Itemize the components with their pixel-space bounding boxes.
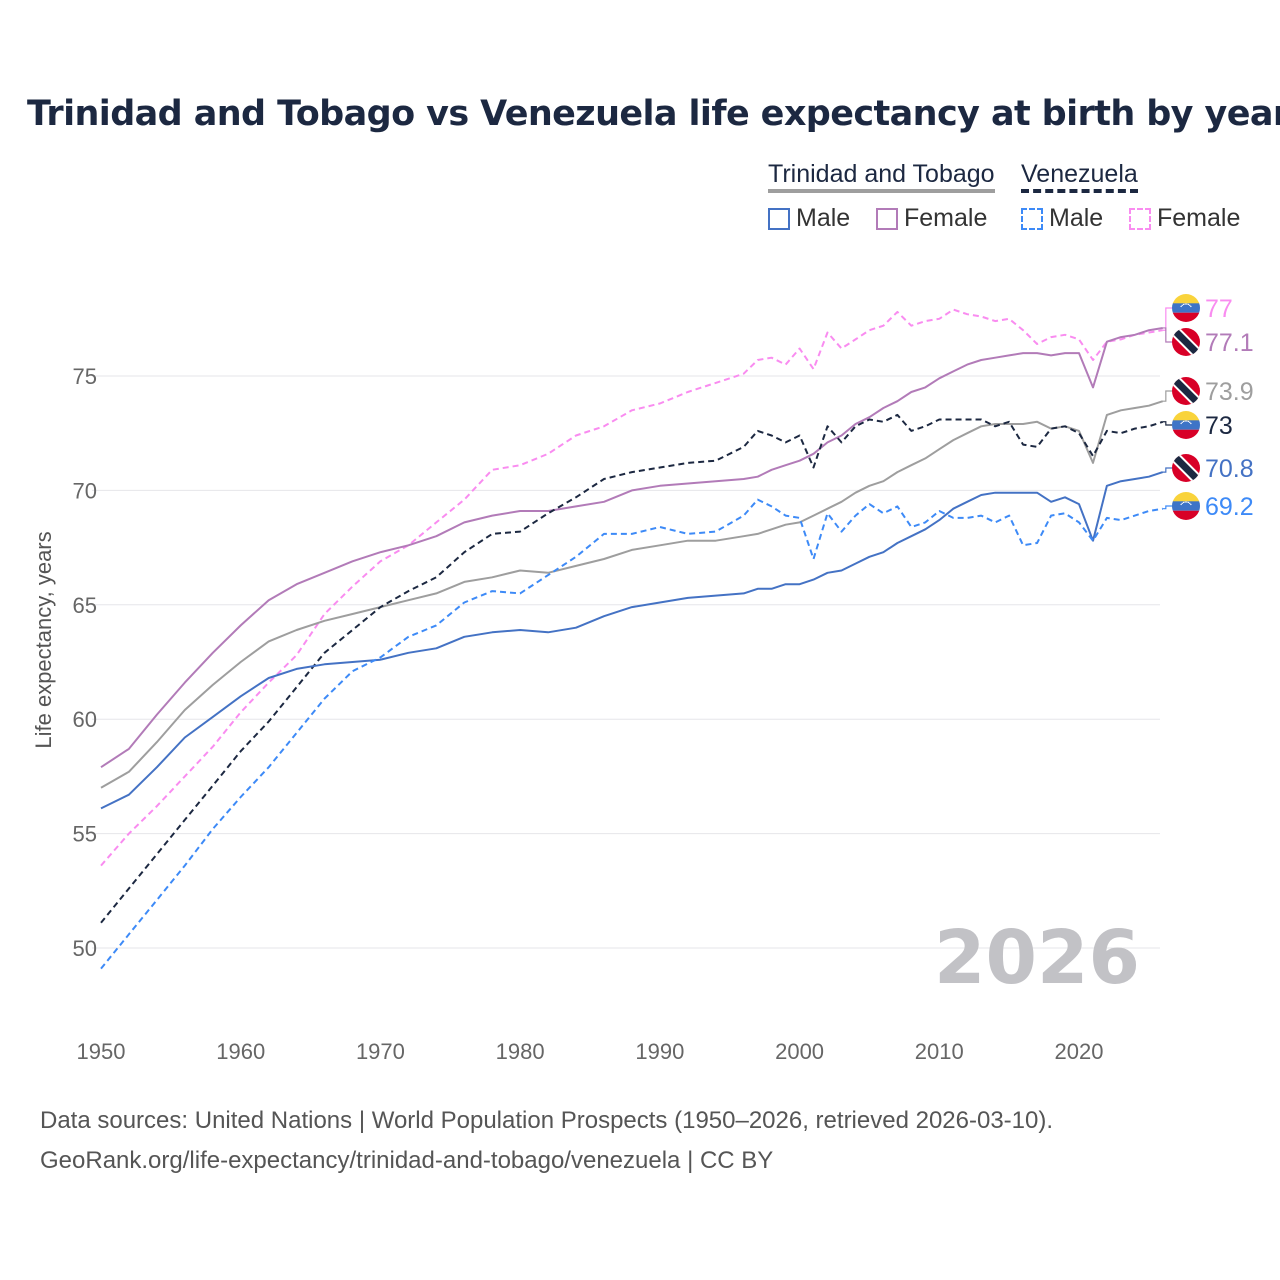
legend-item-tt-female[interactable]: Female: [876, 204, 987, 233]
trinidad-and-tobago-flag-icon: [1172, 377, 1200, 405]
legend-group-venezuela: Venezuela: [1021, 160, 1138, 193]
end-value-label: 73: [1205, 412, 1233, 440]
series-line-trinidad-and-tobago-female: [100, 327, 1163, 769]
trinidad-and-tobago-flag-icon: [1172, 454, 1200, 482]
legend-swatch: [768, 207, 790, 230]
x-tick-label: 1980: [496, 1039, 545, 1064]
legend-item-ve-male[interactable]: Male: [1021, 204, 1103, 233]
y-axis-ticks: 50 55 60 65 70 75: [73, 364, 97, 961]
label-connector: [1162, 307, 1172, 331]
x-tick-label: 2020: [1055, 1039, 1104, 1064]
x-tick-label: 2000: [775, 1039, 824, 1064]
x-tick-label: 2010: [915, 1039, 964, 1064]
end-value-label: 69.2: [1205, 493, 1254, 521]
venezuela-flag-icon: [1172, 492, 1200, 520]
venezuela-flag-icon: [1172, 411, 1200, 439]
label-connector: [1162, 421, 1172, 426]
x-tick-label: 1970: [356, 1039, 405, 1064]
y-tick-label: 60: [73, 707, 97, 732]
legend-label: Female: [1157, 204, 1241, 232]
legend-swatch: [1021, 207, 1043, 230]
end-labels: 77 77.1 73.9 73 70.8 69.2: [1162, 294, 1254, 521]
legend-label: Male: [796, 204, 851, 232]
year-watermark: 2026: [934, 915, 1140, 1001]
x-axis-ticks: 1950 1960 1970 1980 1990 2000 2010 2020: [77, 1039, 1104, 1064]
x-tick-label: 1990: [635, 1039, 684, 1064]
end-value-label: 73.9: [1205, 378, 1254, 406]
venezuela-flag-icon: [1172, 294, 1200, 322]
end-value-label: 77: [1205, 295, 1233, 323]
series-line-venezuela-female: [100, 308, 1163, 867]
y-tick-label: 75: [73, 364, 97, 389]
legend-label: Female: [904, 204, 988, 232]
series-line-trinidad-and-tobago: [100, 400, 1164, 789]
y-axis-label: Life expectancy, years: [31, 531, 56, 748]
y-tick-label: 55: [73, 822, 97, 847]
label-connector: [1162, 505, 1172, 510]
y-tick-label: 65: [73, 593, 97, 618]
series-line-venezuela: [100, 413, 1164, 924]
legend-swatch: [1129, 207, 1151, 230]
x-tick-label: 1950: [77, 1039, 126, 1064]
series-lines: [100, 308, 1164, 970]
footer-link[interactable]: GeoRank.org/life-expectancy/trinidad-and…: [40, 1147, 774, 1174]
legend-label: Male: [1049, 204, 1104, 232]
end-value-label: 70.8: [1205, 455, 1254, 483]
trinidad-and-tobago-flag-icon: [1172, 328, 1200, 356]
legend-group-trinidad-and-tobago: Trinidad and Tobago: [768, 160, 995, 193]
x-tick-label: 1960: [216, 1039, 265, 1064]
label-connector: [1162, 390, 1172, 402]
y-tick-label: 50: [73, 936, 97, 961]
series-line-venezuela-male: [100, 498, 1163, 970]
label-connector: [1162, 327, 1172, 343]
label-connector: [1162, 467, 1172, 473]
series-line-trinidad-and-tobago-male: [100, 471, 1164, 810]
chart-title: Trinidad and Tobago vs Venezuela life ex…: [27, 94, 1280, 134]
legend-swatch: [876, 207, 898, 230]
footer-sources: Data sources: United Nations | World Pop…: [40, 1107, 1054, 1134]
end-value-label: 77.1: [1205, 329, 1254, 357]
legend-item-tt-male[interactable]: Male: [768, 204, 850, 233]
legend-item-ve-female[interactable]: Female: [1129, 204, 1240, 233]
grid: [92, 375, 1160, 949]
y-tick-label: 70: [73, 478, 97, 503]
